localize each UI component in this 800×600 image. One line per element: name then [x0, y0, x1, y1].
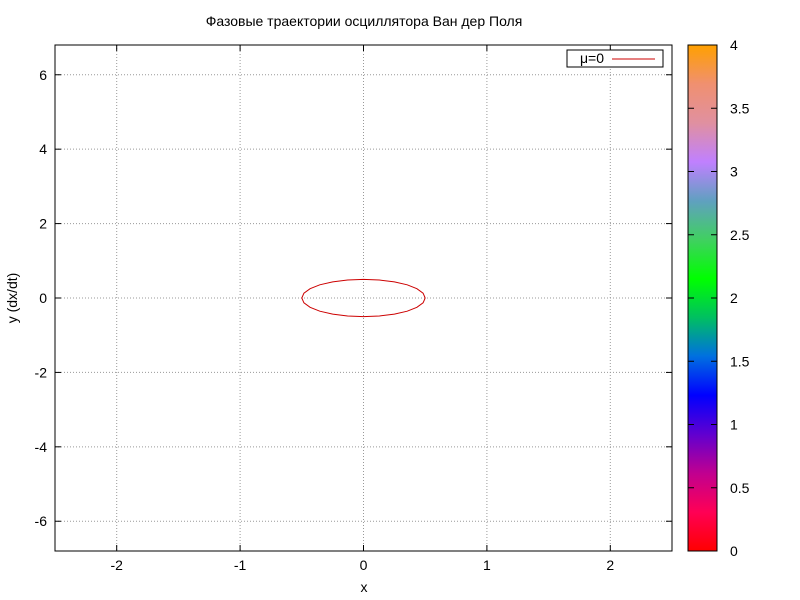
colorbar-tick-label-4: 2 [730, 290, 738, 306]
colorbar-tick-label-6: 3 [730, 164, 738, 180]
x-tick-label-4: 2 [606, 557, 614, 573]
colorbar-tick-label-8: 4 [730, 37, 738, 53]
x-tick-label-0: -2 [110, 557, 123, 573]
chart-title: Фазовые траектории осциллятора Ван дер П… [206, 13, 523, 29]
plot-frame [54, 44, 673, 552]
y-tick-label-5: 4 [39, 141, 47, 157]
y-tick-label-2: -2 [35, 364, 48, 380]
legend: μ=0 [566, 49, 664, 68]
legend-label: μ=0 [580, 50, 604, 66]
colorbar-tick-label-1: 0.5 [730, 480, 750, 496]
colorbar-tick-label-3: 1.5 [730, 353, 750, 369]
x-tick-label-1: -1 [234, 557, 247, 573]
colorbar-tick-label-5: 2.5 [730, 227, 750, 243]
y-tick-label-6: 6 [39, 67, 47, 83]
y-axis-ticks: -6 -4 -2 0 2 4 6 [35, 67, 672, 529]
x-axis-ticks: -2 -1 0 1 2 [110, 45, 614, 573]
y-axis-label: y (dx/dt) [4, 273, 20, 324]
colorbar-tick-label-7: 3.5 [730, 100, 750, 116]
series-layer [301, 278, 426, 318]
x-tick-label-2: 0 [360, 557, 368, 573]
plot-grid [55, 45, 672, 551]
y-tick-label-3: 0 [39, 290, 47, 306]
colorbar-tick-label-2: 1 [730, 417, 738, 433]
x-axis-label: x [361, 579, 368, 595]
y-tick-label-0: -6 [35, 513, 48, 529]
series-line-0 [301, 278, 426, 318]
y-tick-label-4: 2 [39, 216, 47, 232]
colorbar-ticks: 0 0.5 1 1.5 2 2.5 3 3.5 4 [688, 37, 750, 559]
x-tick-label-3: 1 [483, 557, 491, 573]
y-tick-label-1: -4 [35, 439, 48, 455]
colorbar: 0 0.5 1 1.5 2 2.5 3 3.5 4 [687, 37, 750, 559]
colorbar-tick-label-0: 0 [730, 543, 738, 559]
